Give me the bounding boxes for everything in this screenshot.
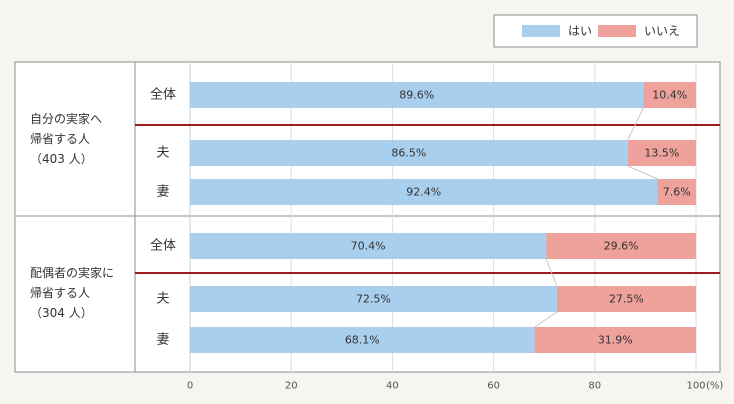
row-label: 全体 — [150, 87, 176, 103]
bar-value-label: 29.6% — [604, 240, 639, 253]
row-label: 全体 — [150, 238, 176, 254]
group-label-line: （403 人） — [30, 152, 93, 166]
x-tick-label: 20 — [285, 381, 298, 392]
legend-label-1: はい — [568, 24, 592, 38]
group-label-line: 自分の実家へ — [30, 111, 102, 126]
boundary-connector — [627, 107, 644, 141]
bar-segment-yes — [190, 82, 644, 108]
x-tick-label: 0 — [187, 381, 193, 392]
legend-swatch-2 — [598, 25, 636, 37]
bar-value-label: 86.5% — [391, 147, 426, 160]
bar-value-label: 10.4% — [652, 89, 687, 102]
bar-segment-yes — [190, 286, 557, 312]
row-label: 妻 — [156, 333, 169, 348]
x-tick-label: 100 — [686, 381, 705, 392]
bar-value-label: 72.5% — [356, 293, 391, 306]
group-label-line: 帰省する人 — [30, 132, 90, 146]
bar-segment-no — [546, 233, 696, 259]
bar-segment-yes — [190, 179, 658, 205]
bar-value-label: 27.5% — [609, 293, 644, 306]
bar-segment-yes — [190, 140, 628, 166]
x-axis: 0 20 40 60 80 100 (%) — [187, 381, 724, 392]
bar-value-label: 70.4% — [351, 240, 386, 253]
bar-segment-no — [643, 82, 696, 108]
x-tick-label: 40 — [386, 381, 399, 392]
group-label-line: （304 人） — [30, 306, 93, 320]
legend-swatch-1 — [522, 25, 560, 37]
bar-segment-yes — [190, 327, 535, 353]
row-label: 夫 — [156, 146, 169, 161]
row-label: 妻 — [156, 185, 169, 200]
x-tick-label: 80 — [588, 381, 601, 392]
group-label-line: 帰省する人 — [30, 286, 90, 300]
bar-segment-yes — [190, 233, 547, 259]
bar-value-label: 92.4% — [406, 186, 441, 199]
boundary-connector — [534, 311, 558, 328]
bar-segment-no — [556, 286, 696, 312]
bar-segment-no — [627, 140, 696, 166]
bar-segment-no — [657, 179, 696, 205]
legend-label-2: いいえ — [644, 24, 680, 38]
bar-value-label: 7.6% — [663, 186, 691, 199]
legend: はい いいえ — [493, 14, 698, 48]
bar-value-label: 13.5% — [644, 147, 679, 160]
x-tick-label: 60 — [487, 381, 500, 392]
x-axis-unit: (%) — [706, 381, 723, 392]
bar-segment-no — [534, 327, 696, 353]
bar-value-label: 31.9% — [598, 334, 633, 347]
bar-value-label: 89.6% — [399, 89, 434, 102]
table-frame — [14, 61, 721, 373]
boundary-connector — [627, 165, 658, 180]
row-label: 夫 — [156, 292, 169, 307]
bar-value-label: 68.1% — [345, 334, 380, 347]
group-label-line: 配偶者の実家に — [30, 265, 114, 280]
boundary-connector — [545, 258, 558, 287]
